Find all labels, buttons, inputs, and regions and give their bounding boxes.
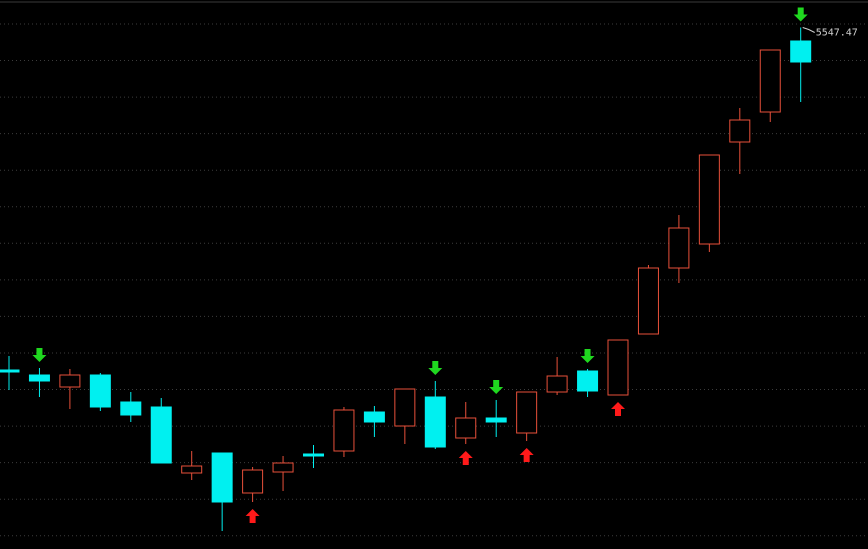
candle-body xyxy=(637,267,659,335)
buy-signal xyxy=(458,451,473,465)
sell-signal xyxy=(32,348,47,362)
candle-body xyxy=(28,374,50,382)
candle-body xyxy=(181,465,203,474)
sell-signal xyxy=(428,361,443,375)
candle-body xyxy=(59,374,81,388)
candle-body xyxy=(363,411,385,423)
candle-body xyxy=(333,409,355,452)
candles: 5547.47 xyxy=(0,7,858,531)
candle-body xyxy=(455,417,477,439)
candle-body xyxy=(698,154,720,245)
sell-signal xyxy=(489,380,504,394)
annotation-leader xyxy=(802,27,815,33)
buy-signal xyxy=(519,448,534,462)
candle-body xyxy=(759,49,781,113)
candle-body xyxy=(668,227,690,269)
candle-body xyxy=(424,396,446,448)
candle-body xyxy=(607,339,629,396)
buy-signal xyxy=(245,509,260,523)
candle-body xyxy=(394,388,416,427)
candle-body xyxy=(516,391,538,434)
candle-body xyxy=(577,370,599,392)
candle-body xyxy=(150,406,172,464)
candle-body xyxy=(89,374,111,408)
candle-body xyxy=(790,40,812,63)
sell-signal xyxy=(793,7,808,22)
grid xyxy=(0,23,868,537)
candle-body xyxy=(272,462,294,473)
candle-body xyxy=(242,469,264,494)
candle-body xyxy=(729,119,751,143)
candle-body xyxy=(303,453,324,457)
candle-body xyxy=(546,375,568,393)
sell-signal xyxy=(580,349,595,363)
buy-signal xyxy=(611,402,625,416)
peak-annotation: 5547.47 xyxy=(816,28,858,39)
candle-body xyxy=(211,452,233,503)
candle-body xyxy=(0,369,20,373)
candle-body xyxy=(120,401,142,416)
candle-body xyxy=(485,417,507,423)
